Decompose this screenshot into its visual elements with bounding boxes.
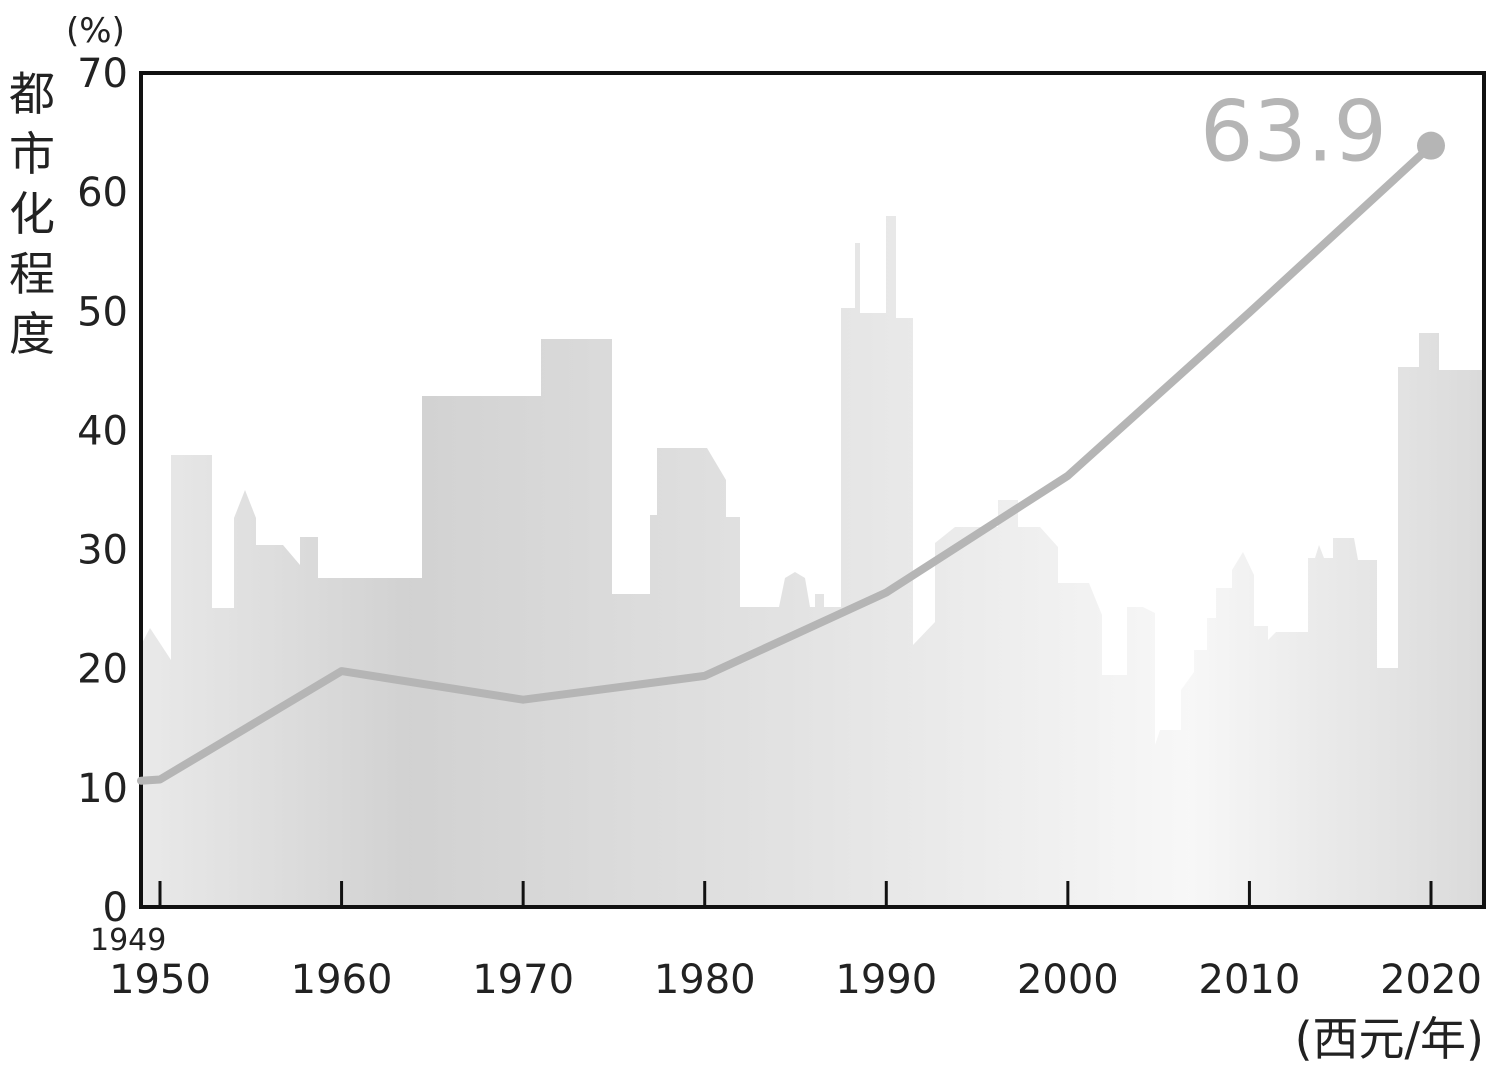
x-tick-label: 1950 [109,957,211,1003]
urbanization-line [137,141,1435,785]
y-tick-label: 30 [77,528,128,574]
plot-frame [139,71,1486,909]
y-tick-label: 20 [77,647,128,693]
x-tick-label: 1970 [472,957,574,1003]
y-tick-label: 50 [77,289,128,335]
x-tick-label: 1980 [654,957,756,1003]
y-axis-label: 都市化程度 [9,67,55,361]
x-unit-label: (西元/年) [1295,1012,1484,1066]
y-tick-label: 10 [77,766,128,812]
y-tick-label: 40 [77,408,128,454]
end-point-marker [1417,131,1445,160]
y-tick-label: 0 [103,885,128,931]
x-tick-label: 2010 [1199,957,1301,1003]
x-tick-label: 1990 [835,957,937,1003]
skyline-decoration [141,216,1484,907]
y-tick-label: 60 [77,170,128,216]
first-year-label: 1949 [90,923,166,958]
y-unit-label: (%) [66,11,125,51]
end-value-label: 63.9 [1200,83,1387,181]
y-tick-label: 70 [77,51,128,97]
x-tick-label: 2000 [1017,957,1119,1003]
x-tick-label: 2020 [1380,957,1482,1003]
x-tick-label: 1960 [291,957,393,1003]
